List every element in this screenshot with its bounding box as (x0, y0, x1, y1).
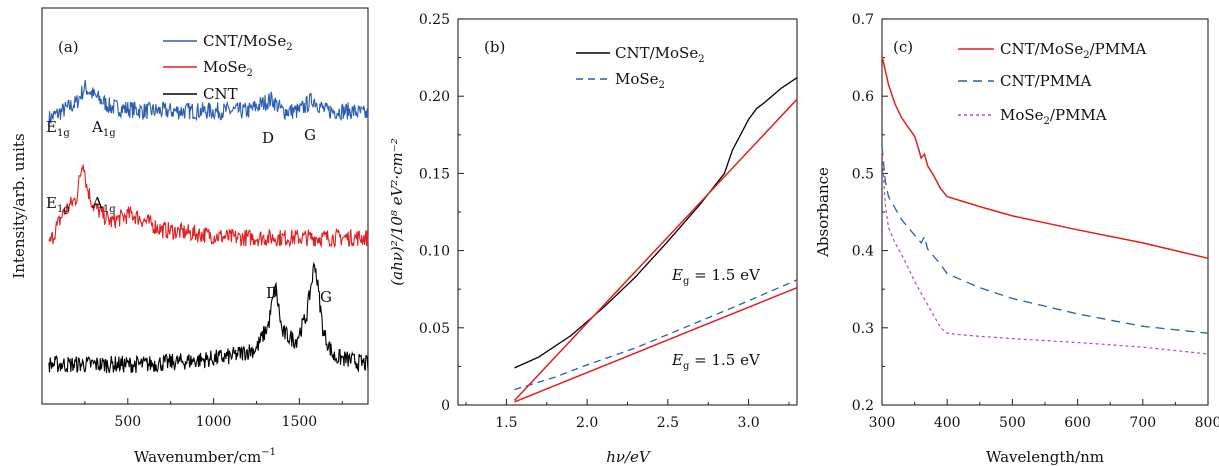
c-series-line (881, 146, 1209, 334)
b-xtick-label: 2.0 (576, 415, 598, 431)
c-ytick-label: 0.6 (852, 89, 874, 105)
legend-text-c-mose2-pmma: MoSe2/PMMA (1000, 106, 1107, 127)
annotation-e1g-mid: E1g (46, 194, 70, 215)
b-xtick-label: 3.0 (737, 415, 759, 431)
annotation-g-top: G (304, 126, 316, 144)
a-xtick-label: 1000 (196, 414, 232, 430)
b-series-line (514, 279, 798, 391)
panel-a-legend: CNT/MoSe2 MoSe2 CNT (163, 32, 293, 103)
panel-b-xlabel: hν/eV (606, 448, 652, 466)
a-xtick-label: 500 (114, 414, 141, 430)
annotation-eg-upper: Eg = 1.5 eV (671, 266, 761, 287)
annotation-a1g-mid: A1g (91, 194, 116, 215)
c-xtick-label: 700 (1129, 415, 1156, 431)
panel-a-xlabel: Wavenumber/cm−1 (134, 447, 276, 466)
panel-c-xlabel: Wavelength/nm (986, 448, 1104, 466)
legend-text-cnt: CNT (203, 85, 238, 103)
c-xtick-label: 400 (934, 415, 961, 431)
c-ytick-label: 0.5 (852, 166, 874, 182)
annotation-d-top: D (262, 129, 274, 147)
panel-c-ylabel: Absorbance (814, 167, 832, 258)
panel-a: 500 1000 1500 (a) CNT/MoSe2 MoSe2 CNT E1g … (10, 7, 369, 466)
c-xtick-label: 500 (999, 415, 1026, 431)
c-series-line (881, 150, 1209, 355)
b-ytick-label: 0.15 (419, 166, 450, 182)
a-xtick-label: 1500 (282, 414, 318, 430)
b-xtick-label: 1.5 (495, 415, 517, 431)
annotation-g-bottom: G (320, 288, 332, 306)
annotation-d-bottom: D (266, 284, 278, 302)
panel-b-legend: CNT/MoSe2 MoSe2 (576, 44, 705, 91)
b-series-line (513, 98, 798, 401)
a-series-line (48, 261, 369, 374)
b-series-line (514, 77, 798, 369)
c-ytick-label: 0.3 (852, 321, 874, 337)
legend-text-mose2: MoSe2 (203, 58, 253, 79)
panel-a-tag: (a) (58, 38, 79, 56)
panel-c: 300 400 500 600 700 800 0.2 0.3 0.4 0.5 0.6 0.7 (c)… (814, 12, 1219, 466)
c-series-line (881, 55, 1209, 260)
panel-a-ylabel: Intensity/arb. units (10, 133, 28, 278)
a-series-line (48, 164, 369, 249)
annotation-eg-lower: Eg = 1.5 eV (671, 351, 761, 372)
a-series-line (48, 80, 369, 128)
panel-b-ylabel: (ahν)²/10⁸ eV²·cm⁻² (388, 138, 406, 285)
legend-text-c-cnt-mose2-pmma: CNT/MoSe2/PMMA (1000, 40, 1146, 61)
c-xtick-label: 600 (1064, 415, 1091, 431)
annotation-e1g-top: E1g (46, 118, 70, 139)
panel-b-tag: (b) (484, 38, 505, 56)
annotation-a1g-top: A1g (91, 118, 116, 139)
c-xtick-label: 800 (1195, 415, 1219, 431)
c-ytick-label: 0.7 (852, 12, 874, 28)
b-ytick-label: 0.25 (419, 12, 450, 28)
legend-text-b-cnt-mose2: CNT/MoSe2 (615, 44, 705, 65)
legend-text-cnt-mose2: CNT/MoSe2 (203, 32, 293, 53)
b-series-line (514, 287, 798, 403)
b-ytick-label: 0.10 (419, 244, 450, 260)
b-xtick-label: 2.5 (657, 415, 679, 431)
c-ytick-label: 0.4 (852, 244, 874, 260)
b-ytick-label: 0.05 (419, 321, 450, 337)
legend-text-b-mose2: MoSe2 (615, 70, 665, 91)
panel-c-legend: CNT/MoSe2/PMMA CNT/PMMA MoSe2/PMMA (958, 40, 1146, 127)
b-ytick-label: 0 (441, 398, 450, 414)
c-ytick-label: 0.2 (852, 398, 874, 414)
panel-c-tag: (c) (893, 38, 913, 56)
panel-a-frame (41, 7, 369, 405)
b-ytick-label: 0.20 (419, 89, 450, 105)
c-xtick-label: 300 (869, 415, 896, 431)
panel-b: 1.5 2.0 2.5 3.0 0 0.05 0.10 0.15 0.20 0.25 (b) CN… (388, 12, 798, 466)
legend-text-c-cnt-pmma: CNT/PMMA (1000, 72, 1091, 90)
